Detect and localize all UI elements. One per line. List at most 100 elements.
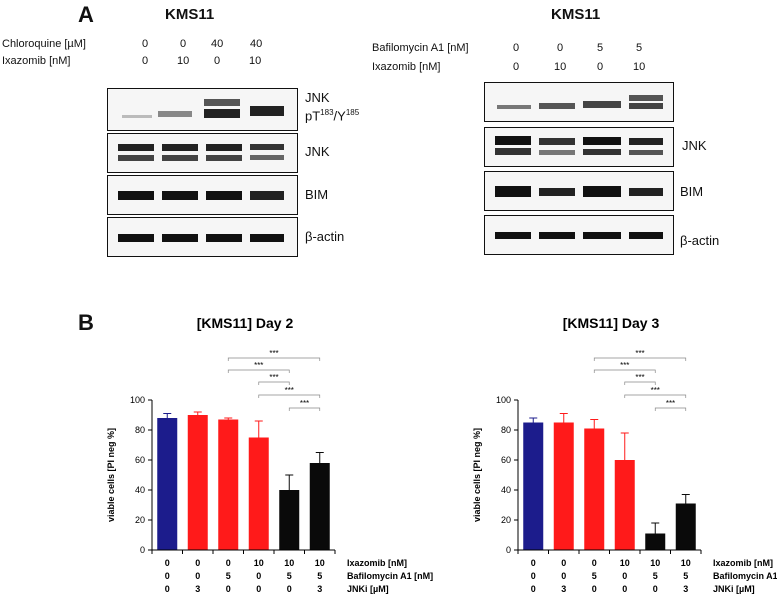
condition-value: 0 [287, 584, 292, 594]
condition-value: 0 [592, 558, 597, 568]
band-label-bim: BIM [680, 184, 704, 199]
lane-value: 10 [633, 61, 646, 73]
band-image [497, 95, 663, 109]
condition-value: 10 [315, 558, 325, 568]
blot-jnk-left [107, 133, 298, 173]
significance-label: *** [300, 399, 309, 408]
band-image [118, 144, 284, 161]
bar [553, 422, 574, 550]
band-label-bim: BIM [305, 187, 329, 202]
y-axis-label: viable cells [PI neg %] [106, 428, 116, 522]
condition-label: Bafilomycin A1 [nM] [713, 571, 777, 581]
left-treatment-2-label: Ixazomib [nM] [2, 55, 71, 67]
blot-actin-left [107, 217, 298, 257]
y-tick-label: 60 [501, 455, 511, 465]
lane-value: 0 [597, 61, 604, 73]
significance-label: *** [285, 386, 294, 395]
condition-value: 0 [165, 571, 170, 581]
condition-label: Ixazomib [nM] [713, 558, 773, 568]
lane-value: 10 [177, 55, 190, 67]
band-image [122, 99, 284, 118]
condition-value: 10 [254, 558, 264, 568]
y-tick-label: 20 [135, 515, 145, 525]
left-blot-title: KMS11 [165, 6, 215, 23]
condition-value: 3 [195, 584, 200, 594]
lane-value: 0 [142, 55, 149, 67]
significance-label: *** [269, 373, 278, 382]
y-tick-label: 20 [501, 515, 511, 525]
condition-value: 10 [650, 558, 660, 568]
blot-pjnk-left [107, 88, 298, 131]
lane-value: 0 [180, 38, 187, 50]
right-treatment-2-label: Ixazomib [nM] [372, 61, 441, 73]
band-label-jnk: JNK [682, 138, 707, 153]
condition-value: 3 [317, 584, 322, 594]
condition-value: 0 [195, 571, 200, 581]
chart-title: [KMS11] Day 3 [563, 315, 660, 331]
band-label-jnk: JNK [305, 144, 330, 159]
condition-value: 3 [561, 584, 566, 594]
bar [248, 437, 269, 550]
significance-label: *** [269, 349, 278, 358]
lane-value: 5 [636, 42, 643, 54]
significance-label: *** [666, 399, 675, 408]
panel-b-letter: B [78, 310, 94, 335]
condition-label: Ixazomib [nM] [347, 558, 407, 568]
significance-bracket [593, 357, 687, 361]
y-tick-label: 40 [135, 485, 145, 495]
bar [523, 422, 544, 550]
lane-value: 0 [513, 61, 520, 73]
condition-value: 5 [592, 571, 597, 581]
condition-value: 0 [165, 558, 170, 568]
band-image [118, 191, 284, 200]
lane-value: 40 [250, 38, 263, 50]
condition-value: 10 [620, 558, 630, 568]
condition-value: 5 [317, 571, 322, 581]
significance-label: *** [651, 386, 660, 395]
condition-value: 0 [195, 558, 200, 568]
blot-pjnk-right [484, 82, 674, 122]
condition-value: 0 [561, 558, 566, 568]
significance-bracket [624, 381, 656, 385]
condition-value: 0 [531, 571, 536, 581]
lane-value: 5 [597, 42, 604, 54]
bar [218, 419, 239, 550]
significance-bracket [258, 381, 290, 385]
lane-value: 0 [557, 42, 564, 54]
bar [157, 418, 178, 550]
condition-value: 0 [226, 584, 231, 594]
bar [675, 503, 696, 550]
bar [645, 533, 666, 550]
blot-bim-right [484, 171, 674, 211]
band-label-jnk: JNK [305, 90, 330, 105]
condition-value: 0 [226, 558, 231, 568]
lane-value: 0 [513, 42, 520, 54]
condition-value: 0 [165, 584, 170, 594]
y-tick-label: 0 [140, 545, 145, 555]
significance-bracket [624, 394, 687, 398]
condition-value: 0 [561, 571, 566, 581]
y-tick-label: 80 [501, 425, 511, 435]
band-label-phospho: pT183/Y185 [305, 108, 360, 124]
bar [187, 415, 208, 550]
condition-value: 0 [592, 584, 597, 594]
condition-value: 0 [256, 584, 261, 594]
condition-label: Bafilomycin A1 [nM] [347, 571, 433, 581]
bar [584, 428, 605, 550]
condition-value: 0 [256, 571, 261, 581]
condition-value: 0 [653, 584, 658, 594]
chart-title: [KMS11] Day 2 [197, 315, 294, 331]
lane-value: 0 [214, 55, 221, 67]
condition-value: 10 [284, 558, 294, 568]
significance-label: *** [620, 361, 629, 370]
band-label-actin: β-actin [305, 229, 345, 244]
significance-label: *** [254, 361, 263, 370]
condition-value: 5 [683, 571, 688, 581]
condition-value: 5 [226, 571, 231, 581]
condition-label: JNKi [µM] [347, 584, 389, 594]
lane-value: 40 [211, 38, 224, 50]
blot-jnk-right [484, 127, 674, 167]
lane-value: 0 [142, 38, 149, 50]
condition-label: JNKi [µM] [713, 584, 755, 594]
significance-bracket [227, 357, 321, 361]
